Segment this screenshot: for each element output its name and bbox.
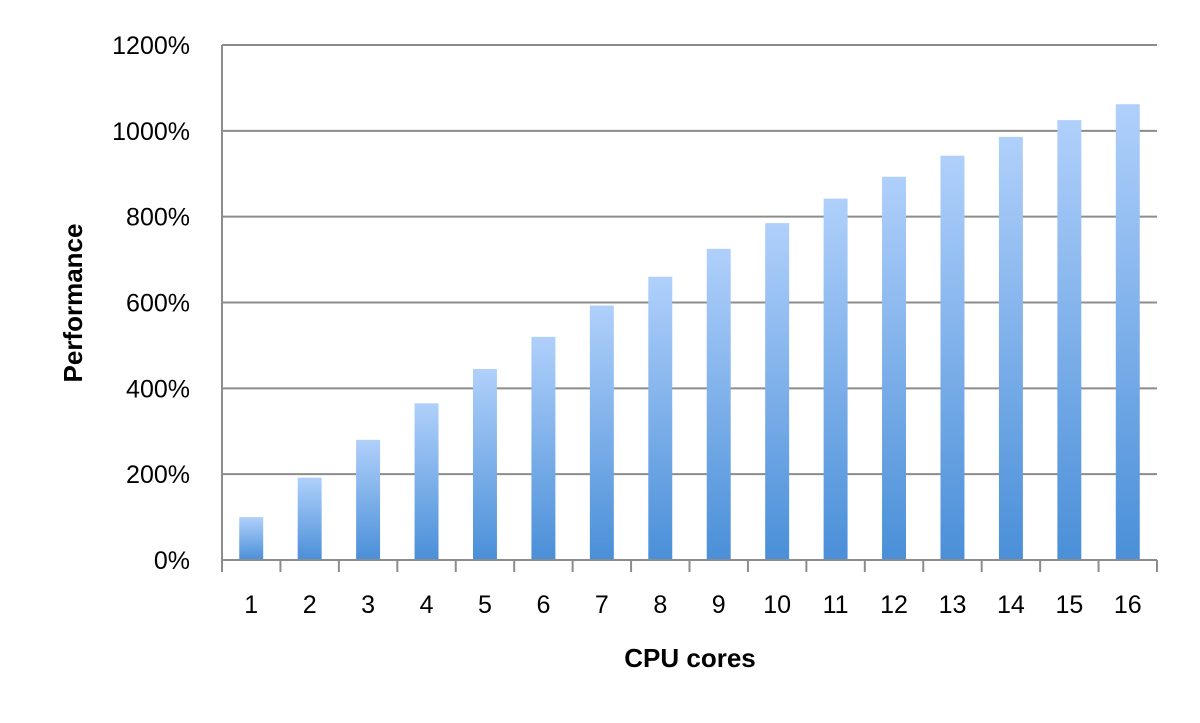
y-tick-label: 800% [126, 204, 190, 232]
y-tick-label: 0% [154, 547, 190, 575]
y-tick-label: 400% [126, 375, 190, 403]
y-axis-title: Performance [58, 224, 88, 383]
x-tick-label: 5 [478, 591, 492, 619]
bar-core-15 [1057, 120, 1082, 561]
y-tick-labels: 0% 200% 400% 600% 800% 1000% 1200% [112, 32, 190, 575]
y-tick-label: 600% [126, 290, 190, 318]
x-tick-label: 2 [303, 591, 317, 619]
bar-core-4 [414, 403, 439, 560]
x-tick-label: 14 [997, 591, 1025, 619]
bar-core-11 [823, 198, 848, 560]
y-tick-label: 200% [126, 461, 190, 489]
x-tick-label: 12 [880, 591, 908, 619]
x-tick-label: 11 [823, 591, 849, 619]
x-tick-label: 7 [595, 591, 609, 619]
x-tick-label: 4 [420, 591, 434, 619]
x-tick-label: 13 [939, 591, 967, 619]
bar-core-10 [765, 223, 790, 560]
bar-core-8 [648, 276, 673, 560]
bar-core-13 [940, 155, 965, 560]
x-tick-label: 8 [653, 591, 667, 619]
bar-core-12 [882, 176, 907, 561]
bar-core-3 [356, 439, 381, 560]
x-tick-label: 16 [1114, 591, 1142, 619]
bar-core-6 [531, 336, 556, 560]
x-axis-title: CPU cores [624, 643, 756, 673]
x-tick-label: 6 [536, 591, 550, 619]
bar-core-16 [1115, 104, 1140, 560]
bar-core-5 [472, 369, 497, 560]
bar-core-14 [998, 136, 1023, 560]
y-tick-label: 1200% [112, 32, 190, 60]
x-tick-label: 1 [244, 591, 258, 619]
bar-core-1 [239, 517, 264, 560]
x-axis [221, 559, 1158, 572]
x-tick-labels: 1 2 3 4 5 6 7 8 9 10 11 12 13 14 15 16 [244, 591, 1141, 619]
bar-core-7 [589, 305, 614, 560]
x-tick-label: 15 [1055, 591, 1083, 619]
bars [239, 104, 1140, 561]
y-tick-label: 1000% [112, 118, 190, 146]
bar-core-2 [297, 477, 322, 560]
x-tick-label: 3 [361, 591, 375, 619]
x-tick-label: 10 [763, 591, 791, 619]
x-tick-label: 9 [712, 591, 726, 619]
bar-core-9 [706, 248, 731, 560]
